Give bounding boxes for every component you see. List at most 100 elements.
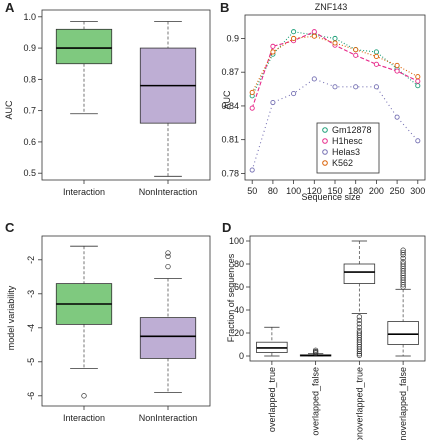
legend-entry: Helas3 [332,147,360,157]
series-point [249,105,255,111]
y-tick-label: -5 [26,358,36,366]
series-point [394,114,400,120]
panel-c-x-ticks: Interaction NonInteraction [63,406,197,423]
outlier-point [165,263,171,270]
y-tick-label: 0.81 [221,135,239,145]
series-point [353,52,359,58]
series-point [332,40,338,46]
panel-d-x-ticks: overlapped_true overlapped_false nonoverla… [267,361,408,440]
outlier-point [312,347,319,353]
x-tick-label: Interaction [63,413,105,423]
y-tick-label: -6 [26,392,36,400]
series-line [251,35,419,93]
panel-a-x-ticks: Interaction NonInteraction [63,180,197,197]
box-iqr [55,28,113,65]
panel-a-frame [41,9,211,181]
legend-marker [322,149,328,155]
panel-a-y-ticks: 0.5 0.6 0.7 0.8 0.9 1.0 [23,12,42,178]
panel-b-label: B [220,0,229,15]
panel-c-boxes [55,245,197,399]
panel-b-y-label: AUC [222,90,232,110]
series-point [394,68,400,74]
series-point [353,47,359,53]
series-point [249,167,255,173]
box-iqr [343,263,376,284]
box-interaction [55,21,113,115]
box-iqr [387,321,419,345]
y-tick-label: -4 [26,324,36,332]
box-iqr [139,317,197,359]
panel-c-y-ticks: -6 -5 -4 -3 -2 [26,256,42,400]
series-point [291,35,297,42]
y-tick-label: 80 [234,259,244,269]
panel-b-x-ticks: 50 80 100 120 150 180 200 250 300 [247,180,425,196]
series-point [311,29,317,35]
panel-a-label: A [5,0,15,15]
outlier-point [81,393,87,399]
series-k562 [249,33,421,95]
y-tick-label: 1.0 [23,12,36,22]
legend-marker [322,138,328,144]
series-helas3 [249,76,421,173]
outlier-point [165,250,171,256]
series-point [415,74,421,80]
y-tick-label: 0.78 [221,168,239,178]
panel-c-label: C [5,220,15,235]
series-point [373,84,379,90]
panel-d-boxes [256,240,419,359]
y-tick-label: 0.87 [221,67,239,77]
outlier-point [356,352,363,359]
y-tick-label: 20 [234,328,244,338]
y-tick-label: 0.6 [23,137,36,147]
y-tick-label: 0.7 [23,106,36,116]
box-nonoverlapped-false [387,247,419,357]
panel-a: A AUC 0.5 0.6 0.7 0.8 0.9 1.0 Interaction NonI… [4,0,211,197]
box-overlapped-false [299,347,332,357]
series-point [415,138,421,144]
y-tick-label: -2 [26,256,36,264]
series-point [249,89,255,95]
legend-marker [322,127,328,133]
y-tick-label: 0.8 [23,74,36,84]
series-point [353,84,359,90]
y-tick-label: 0.5 [23,168,36,178]
box-noninteraction [139,21,197,177]
x-tick-label: overlapped_false [311,367,321,436]
series-point [270,49,276,55]
outlier-point [356,314,363,320]
panel-b: B ZNF143 AUC Sequence size 0.780.810.840… [220,0,426,202]
panel-a-boxes [55,21,197,177]
panel-c-frame [41,235,211,407]
series-point [291,91,297,97]
panel-d-y-ticks: 0 20 40 60 80 100 [229,236,250,361]
x-tick-label: 150 [327,186,342,196]
x-tick-label: NonInteraction [139,187,198,197]
panel-b-title: ZNF143 [315,2,348,12]
series-point [415,83,421,89]
box-overlapped-true [256,326,288,357]
panel-b-x-label: Sequence size [301,192,360,202]
outlier-point [356,317,363,324]
y-tick-label: 100 [229,236,244,246]
x-tick-label: 80 [268,186,278,196]
x-tick-label: 100 [286,186,301,196]
box-nonoverlapped-true [343,240,376,359]
legend-marker [322,160,328,166]
series-point [332,84,338,90]
series-point [394,62,400,69]
panel-b-y-ticks: 0.78 0.81 0.84 0.87 0.9 [221,33,245,178]
y-tick-label: 0.9 [226,33,239,43]
legend-entry: H1hesc [332,136,363,146]
outlier-point [400,247,406,253]
x-tick-label: 180 [348,186,363,196]
y-tick-label: 0.9 [23,43,36,53]
y-tick-label: 0.84 [221,101,239,111]
series-point [415,78,421,84]
x-tick-label: 250 [390,186,405,196]
series-point [311,76,317,82]
series-point [311,33,317,39]
x-tick-label: 50 [247,186,257,196]
outlier-point [356,330,363,336]
